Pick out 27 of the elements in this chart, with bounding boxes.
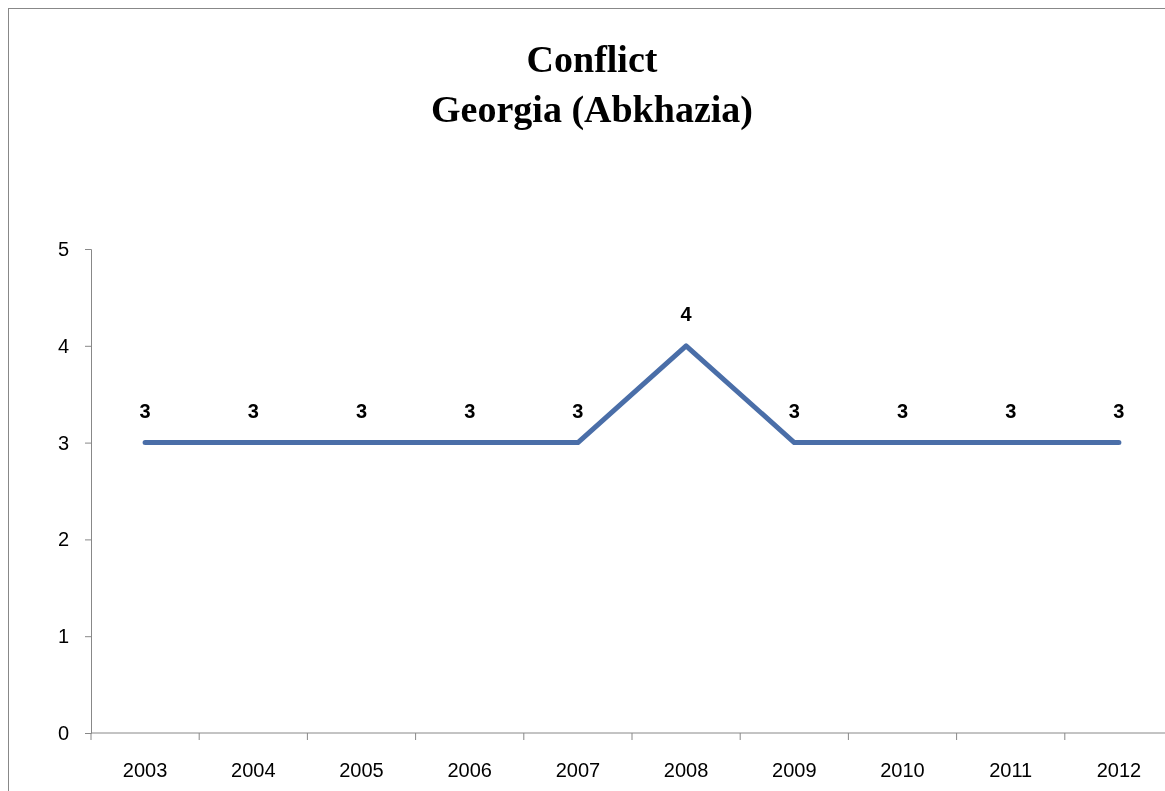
data-label: 3 [355, 399, 368, 422]
x-tick-label: 2006 [447, 759, 492, 781]
data-label: 3 [788, 399, 800, 422]
y-tick-label: 2 [57, 528, 69, 551]
y-tick-label: 5 [57, 237, 69, 260]
x-tick-label: 2011 [989, 759, 1033, 781]
data-label: 4 [680, 302, 693, 325]
data-label: 3 [247, 399, 259, 422]
x-tick-label: 2004 [231, 759, 276, 781]
data-label: 3 [572, 399, 584, 422]
data-label: 3 [464, 399, 476, 422]
y-tick-label: 4 [57, 334, 69, 357]
x-tick-label: 2005 [339, 759, 384, 781]
chart-title: Conflict Georgia (Abkhazia) [431, 38, 753, 131]
x-tick-label: 2003 [122, 759, 168, 781]
x-tick-label: 2009 [772, 759, 817, 781]
data-label: 3 [1005, 399, 1017, 422]
x-tick-label: 2007 [555, 759, 601, 781]
x-tick-label: 2012 [1096, 759, 1142, 781]
y-tick-label: 3 [57, 431, 69, 454]
y-tick-label: 0 [57, 721, 69, 744]
data-label: 3 [896, 399, 909, 422]
data-label: 3 [139, 399, 151, 422]
y-tick-label: 1 [57, 625, 69, 648]
x-tick-label: 2008 [663, 759, 709, 781]
data-label: 3 [1113, 399, 1125, 422]
x-tick-label: 2010 [880, 759, 925, 781]
